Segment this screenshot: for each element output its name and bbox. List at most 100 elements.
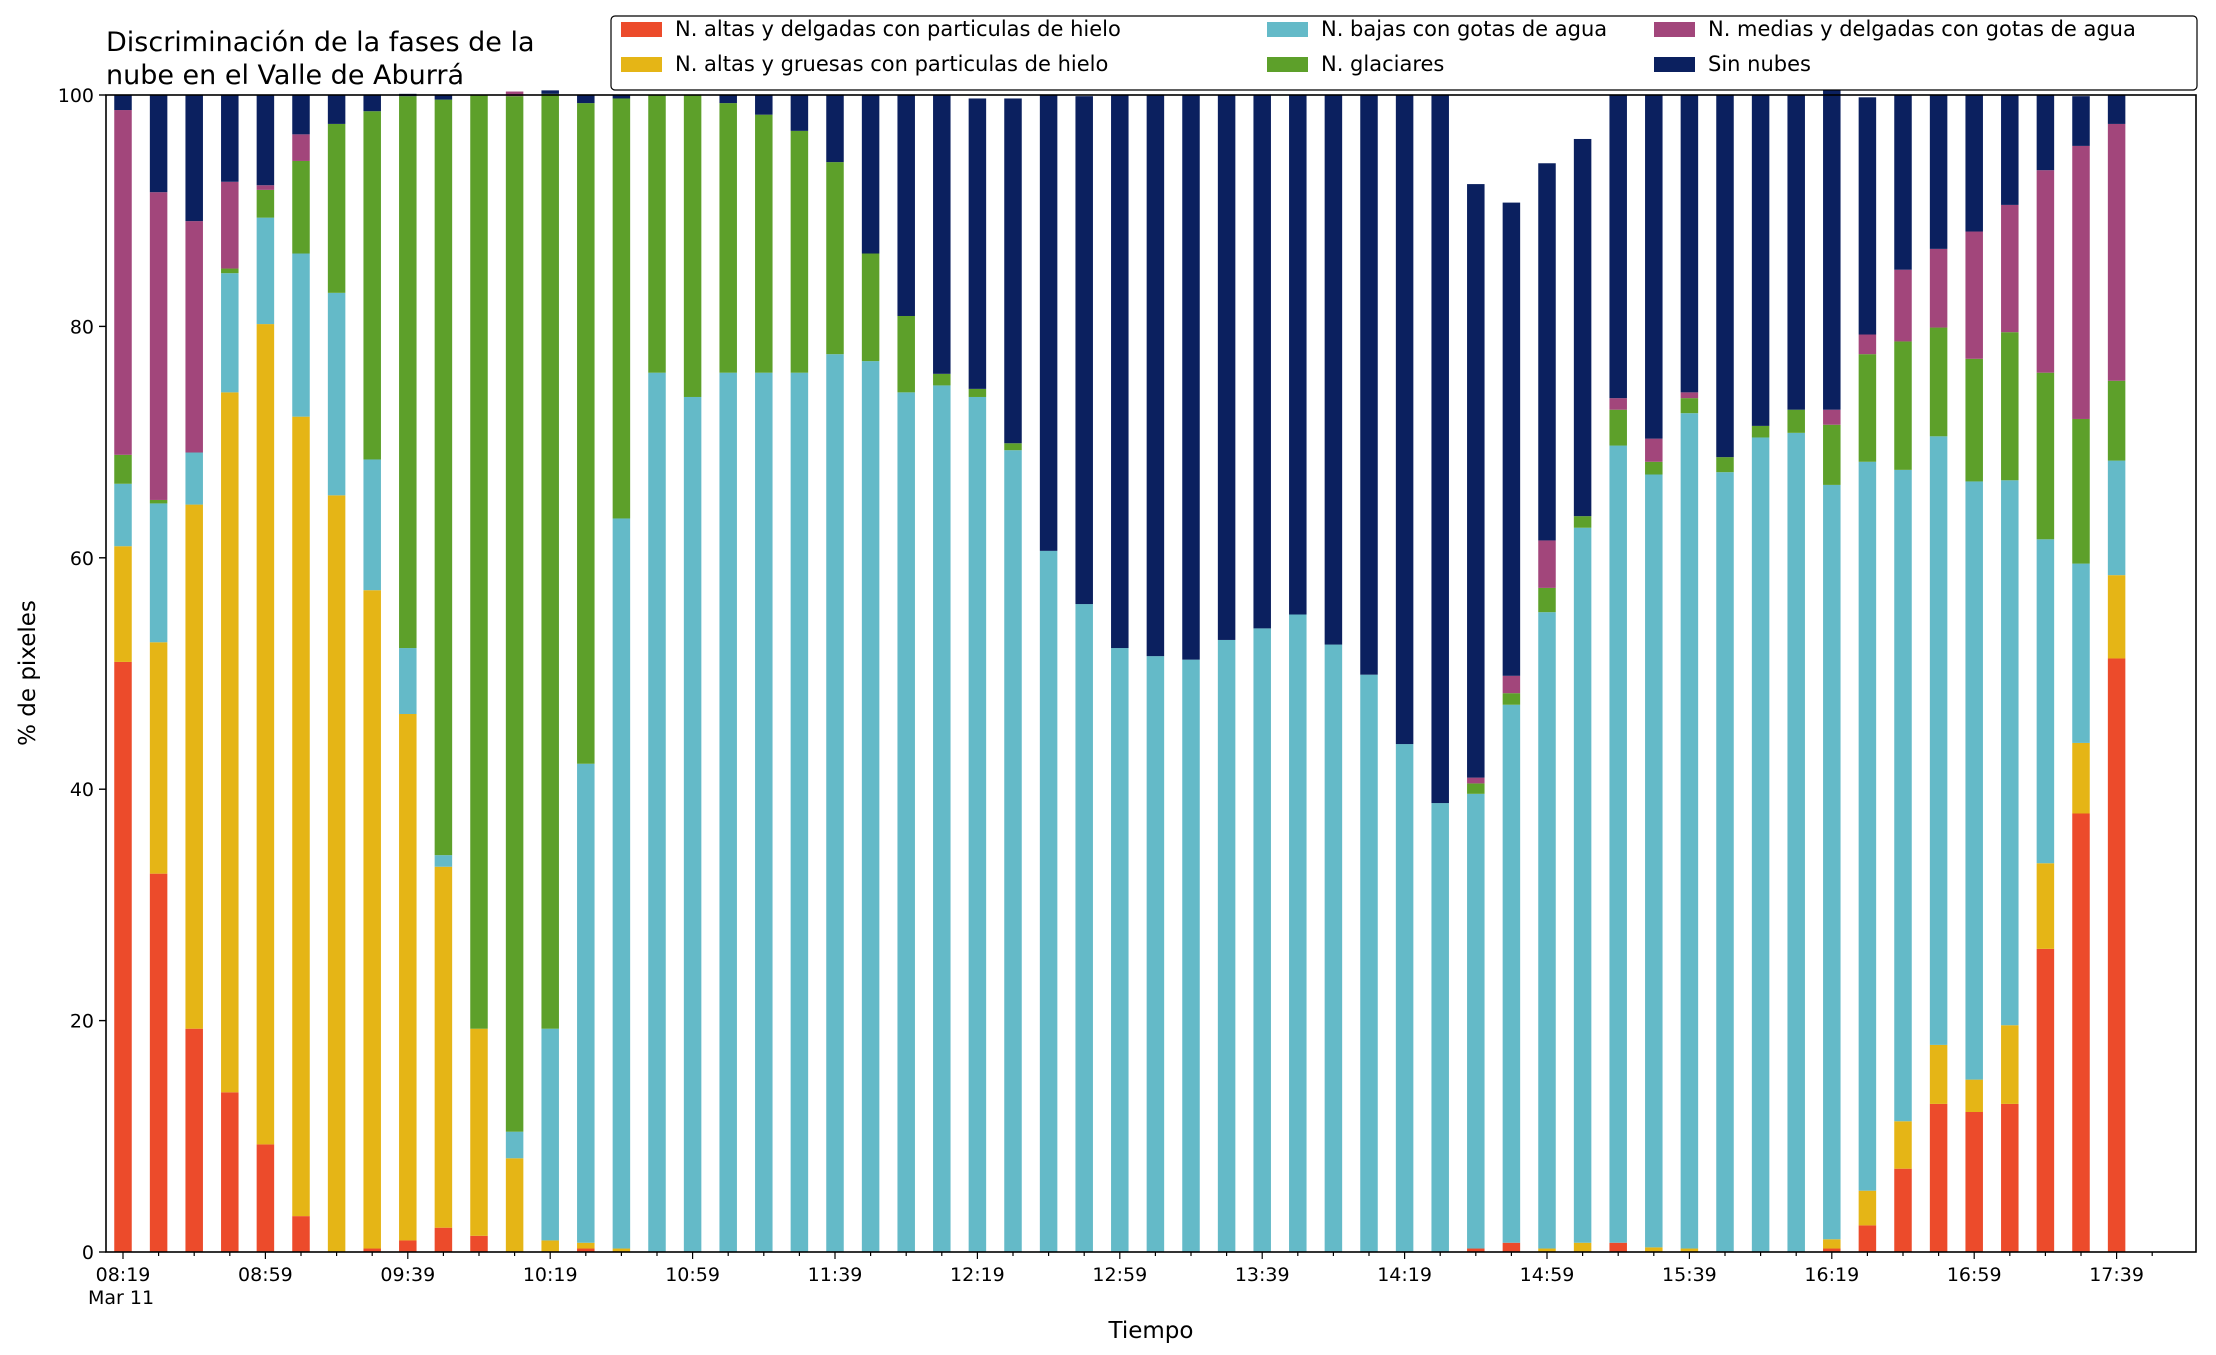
x-tick-label: 08:19 <box>96 1264 151 1286</box>
bar-segment-s5-27 <box>1075 96 1093 605</box>
bar-segment-s0-54 <box>2036 948 2055 1252</box>
bar-segment-s5-34 <box>1324 95 1343 645</box>
bar-segment-s4-53 <box>2001 204 2019 333</box>
x-tick-label: 08:59 <box>238 1264 293 1286</box>
bar-segment-s3-55 <box>2072 418 2090 564</box>
bar-segment-s5-7 <box>363 95 381 112</box>
bar-segment-s0-38 <box>1467 1248 1485 1252</box>
bar-segment-s2-44 <box>1680 413 1699 1249</box>
bar-segment-s2-3 <box>221 273 239 393</box>
bar-segment-s3-19 <box>790 130 809 373</box>
bar-segment-s0-2 <box>185 1028 203 1252</box>
bar-segment-s0-53 <box>2001 1103 2019 1252</box>
bar-segment-s5-23 <box>933 95 951 374</box>
bar-segment-s3-7 <box>363 111 381 460</box>
x-axis: 08:19 08:59 09:39 10:19 10:59 11:39 12:19 12:59… <box>88 1252 2153 1309</box>
bar-segment-s2-26 <box>1039 550 1058 1252</box>
x-tick-label: 14:59 <box>1520 1264 1575 1286</box>
bar-segment-s5-3 <box>221 95 239 182</box>
bar-segment-s0-13 <box>577 1248 595 1252</box>
bar-segment-s0-1 <box>149 873 168 1252</box>
bar-segment-s5-32 <box>1253 95 1271 629</box>
bar-segment-s5-1 <box>149 95 168 193</box>
bar-segment-s1-56 <box>2107 575 2126 659</box>
x-tick-label: 17:39 <box>2089 1264 2144 1286</box>
bar-segment-s2-50 <box>1894 469 1912 1122</box>
bar-segment-s1-51 <box>1929 1044 1948 1104</box>
bar-segment-s4-54 <box>2036 170 2055 373</box>
bar-segment-s2-33 <box>1289 614 1307 1252</box>
bar-segment-s5-49 <box>1858 97 1877 335</box>
bar-segment-s3-18 <box>755 114 773 373</box>
bar-segment-s4-48 <box>1823 409 1841 425</box>
bar-segment-s2-52 <box>1965 481 1983 1080</box>
bar-segment-s3-1 <box>149 499 168 504</box>
bar-segment-s5-44 <box>1680 95 1699 393</box>
legend-label: N. altas y delgadas con particulas de hi… <box>675 17 1121 41</box>
bar-segment-s5-18 <box>755 95 773 115</box>
bar-segment-s0-55 <box>2072 813 2090 1252</box>
bar-segment-s5-36 <box>1395 95 1414 745</box>
bar-segment-s3-49 <box>1858 354 1877 462</box>
bar-segment-s5-26 <box>1039 95 1058 551</box>
bar-segment-s0-3 <box>221 1092 239 1252</box>
bar-segment-s0-5 <box>292 1216 310 1252</box>
bar-segment-s5-0 <box>114 95 132 111</box>
y-tick-label: 80 <box>70 316 94 338</box>
bar-segment-s5-13 <box>577 95 595 104</box>
bar-segment-s2-11 <box>505 1131 524 1159</box>
bar-segment-s2-5 <box>292 253 310 417</box>
bar-segment-s3-45 <box>1716 457 1734 473</box>
bar-segment-s2-41 <box>1573 527 1592 1243</box>
bar-segment-s0-52 <box>1965 1112 1983 1252</box>
bar-segment-s2-30 <box>1182 659 1200 1252</box>
bar-segment-s5-38 <box>1467 184 1485 778</box>
bar-segment-s2-18 <box>755 372 773 1252</box>
x-axis-title: Tiempo <box>1108 1318 1194 1344</box>
bar-segment-s4-2 <box>185 221 203 453</box>
bar-segment-s0-8 <box>399 1240 417 1252</box>
y-tick-label: 0 <box>82 1242 94 1264</box>
bar-segment-s5-12 <box>541 90 559 94</box>
bar-segment-s2-49 <box>1858 461 1877 1191</box>
bar-segment-s3-22 <box>897 315 915 393</box>
bar-segment-s1-52 <box>1965 1079 1983 1113</box>
x-tick-label: 12:19 <box>950 1264 1005 1286</box>
bar-segment-s1-43 <box>1645 1247 1663 1252</box>
bar-segment-s1-14 <box>612 1248 631 1252</box>
bar-segment-s0-7 <box>363 1248 381 1252</box>
bar-segment-s1-3 <box>221 392 239 1093</box>
legend-box <box>610 15 2198 91</box>
bar-segment-s1-44 <box>1680 1248 1699 1252</box>
bar-segment-s2-9 <box>434 855 453 867</box>
bar-segment-s2-39 <box>1502 704 1521 1243</box>
bar-segment-s2-36 <box>1395 744 1414 1252</box>
bar-segment-s4-42 <box>1609 398 1627 410</box>
bar-segment-s1-6 <box>327 495 346 1252</box>
bar-segment-s3-5 <box>292 160 310 254</box>
bar-segment-s2-27 <box>1075 604 1093 1252</box>
bar-segment-s2-55 <box>2072 563 2090 743</box>
x-date-label: Mar 11 <box>88 1287 154 1309</box>
bar-segment-s5-45 <box>1716 95 1734 458</box>
bar-segment-s5-40 <box>1538 163 1556 541</box>
bar-segment-s2-46 <box>1751 437 1770 1253</box>
bar-segment-s0-50 <box>1894 1168 1912 1252</box>
bar-segment-s3-52 <box>1965 358 1983 482</box>
bar-segment-s3-42 <box>1609 409 1627 446</box>
bar-segment-s4-51 <box>1929 248 1948 328</box>
bar-segment-s5-25 <box>1004 98 1022 444</box>
bar-segment-s2-21 <box>861 361 880 1252</box>
bar-segment-s2-13 <box>577 763 595 1243</box>
legend-swatch <box>1267 57 1308 72</box>
bar-segment-s1-53 <box>2001 1025 2019 1104</box>
bar-segment-s1-48 <box>1823 1239 1841 1249</box>
chart-title-line-2: nube en el Valle de Aburrá <box>106 60 464 91</box>
bar-segment-s5-17 <box>719 95 737 104</box>
bar-segment-s3-41 <box>1573 516 1592 528</box>
bar-segment-s3-39 <box>1502 693 1521 705</box>
bar-segment-s4-0 <box>114 110 132 455</box>
plot-frame <box>105 94 2197 1253</box>
legend-label: N. medias y delgadas con gotas de agua <box>1708 17 2136 41</box>
bar-segment-s2-28 <box>1111 648 1129 1252</box>
